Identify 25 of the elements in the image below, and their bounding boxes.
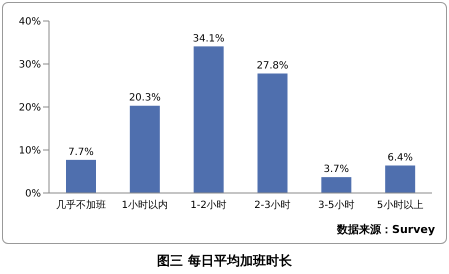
data-label: 27.8% [256,60,288,72]
bar [385,165,416,193]
x-tick-label: 1小时以内 [122,199,168,212]
x-tick-label: 3-5小时 [318,199,354,212]
bar [194,46,224,193]
x-tick-label: 2-3小时 [254,199,291,212]
text: 图三 每日平均加班时长 [156,253,293,270]
y-tick-label: 20% [18,102,41,114]
x-tick-label: 5小时以上 [376,199,424,212]
data-label: 20.3% [128,92,161,104]
bar [66,160,96,193]
data-label: 6.4% [387,152,413,164]
data-label: 3.7% [324,164,350,176]
y-tick-label: 30% [18,60,41,71]
x-tick-label: 1-2小时 [190,199,227,212]
data-label: 7.7% [68,146,94,158]
source-note: 数据来源：Survey [337,222,435,237]
x-tick-label: 几乎不加班 [56,199,106,212]
bar [258,73,288,193]
data-label: 34.1% [192,33,225,44]
bar [130,106,160,193]
y-tick-label: 10% [18,146,41,157]
y-tick-label: 40% [18,16,41,28]
y-tick-label: 0% [25,188,41,200]
bar [321,177,352,193]
